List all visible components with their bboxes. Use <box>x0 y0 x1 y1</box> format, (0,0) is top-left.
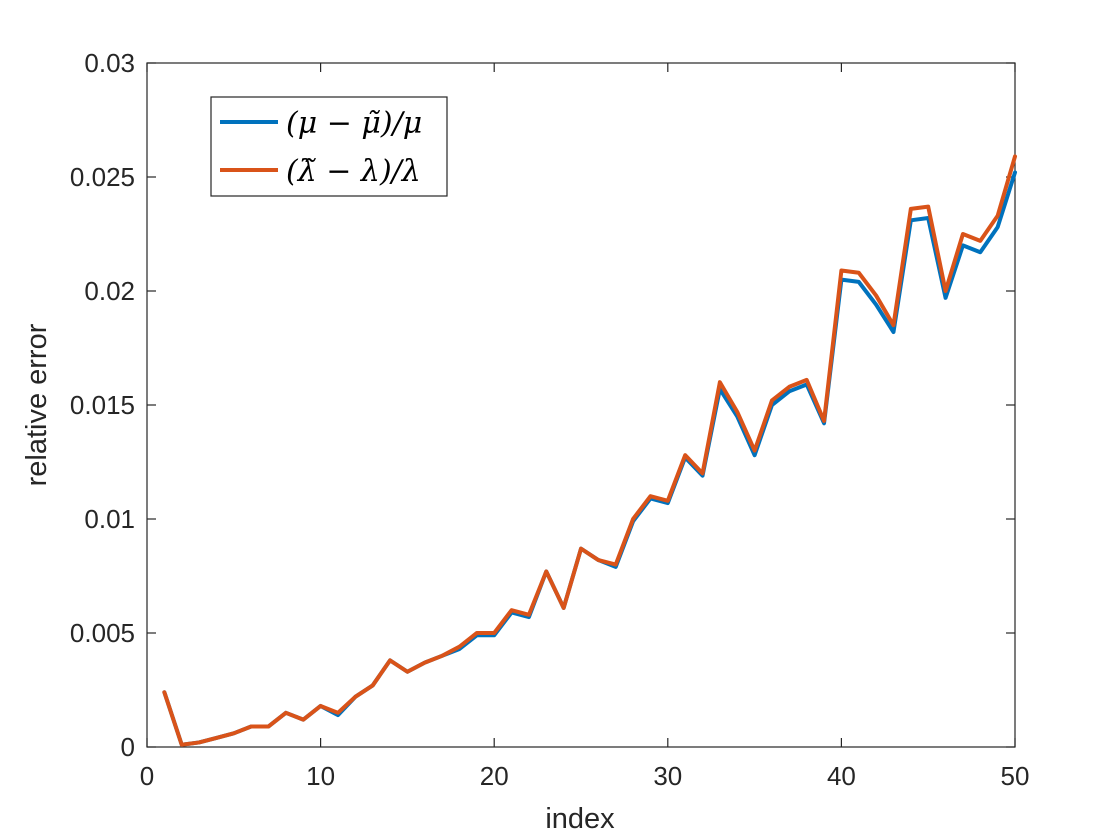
legend-entry-mu: (μ − μ̃)/μ <box>286 106 422 141</box>
y-tick-labels: 0 0.005 0.01 0.015 0.02 0.025 0.03 <box>70 48 135 762</box>
y-tick-label: 0 <box>121 732 135 762</box>
series-line-1 <box>162 154 1017 747</box>
legend-entry-lambda: (λ̃ − λ)/λ <box>286 154 421 189</box>
y-axis-label: relative error <box>21 323 53 486</box>
y-tick-label: 0.005 <box>70 618 135 648</box>
legend: (μ − μ̃)/μ (λ̃ − λ)/λ <box>210 96 448 197</box>
x-tick-label: 10 <box>306 761 335 791</box>
legend-box <box>210 96 448 197</box>
y-tick-label: 0.02 <box>84 276 135 306</box>
series-lines <box>162 154 1017 747</box>
tick-marks <box>146 62 1016 748</box>
y-tick-label: 0.015 <box>70 390 135 420</box>
x-tick-label: 50 <box>1001 761 1030 791</box>
x-tick-labels: 0 10 20 30 40 50 <box>140 761 1030 791</box>
x-tick-label: 20 <box>480 761 509 791</box>
y-tick-label: 0.025 <box>70 162 135 192</box>
x-tick-label: 0 <box>140 761 154 791</box>
x-axis-label: index <box>545 803 615 835</box>
y-tick-label: 0.03 <box>84 48 135 78</box>
x-tick-label: 40 <box>827 761 856 791</box>
x-tick-label: 30 <box>653 761 682 791</box>
y-tick-label: 0.01 <box>84 504 135 534</box>
